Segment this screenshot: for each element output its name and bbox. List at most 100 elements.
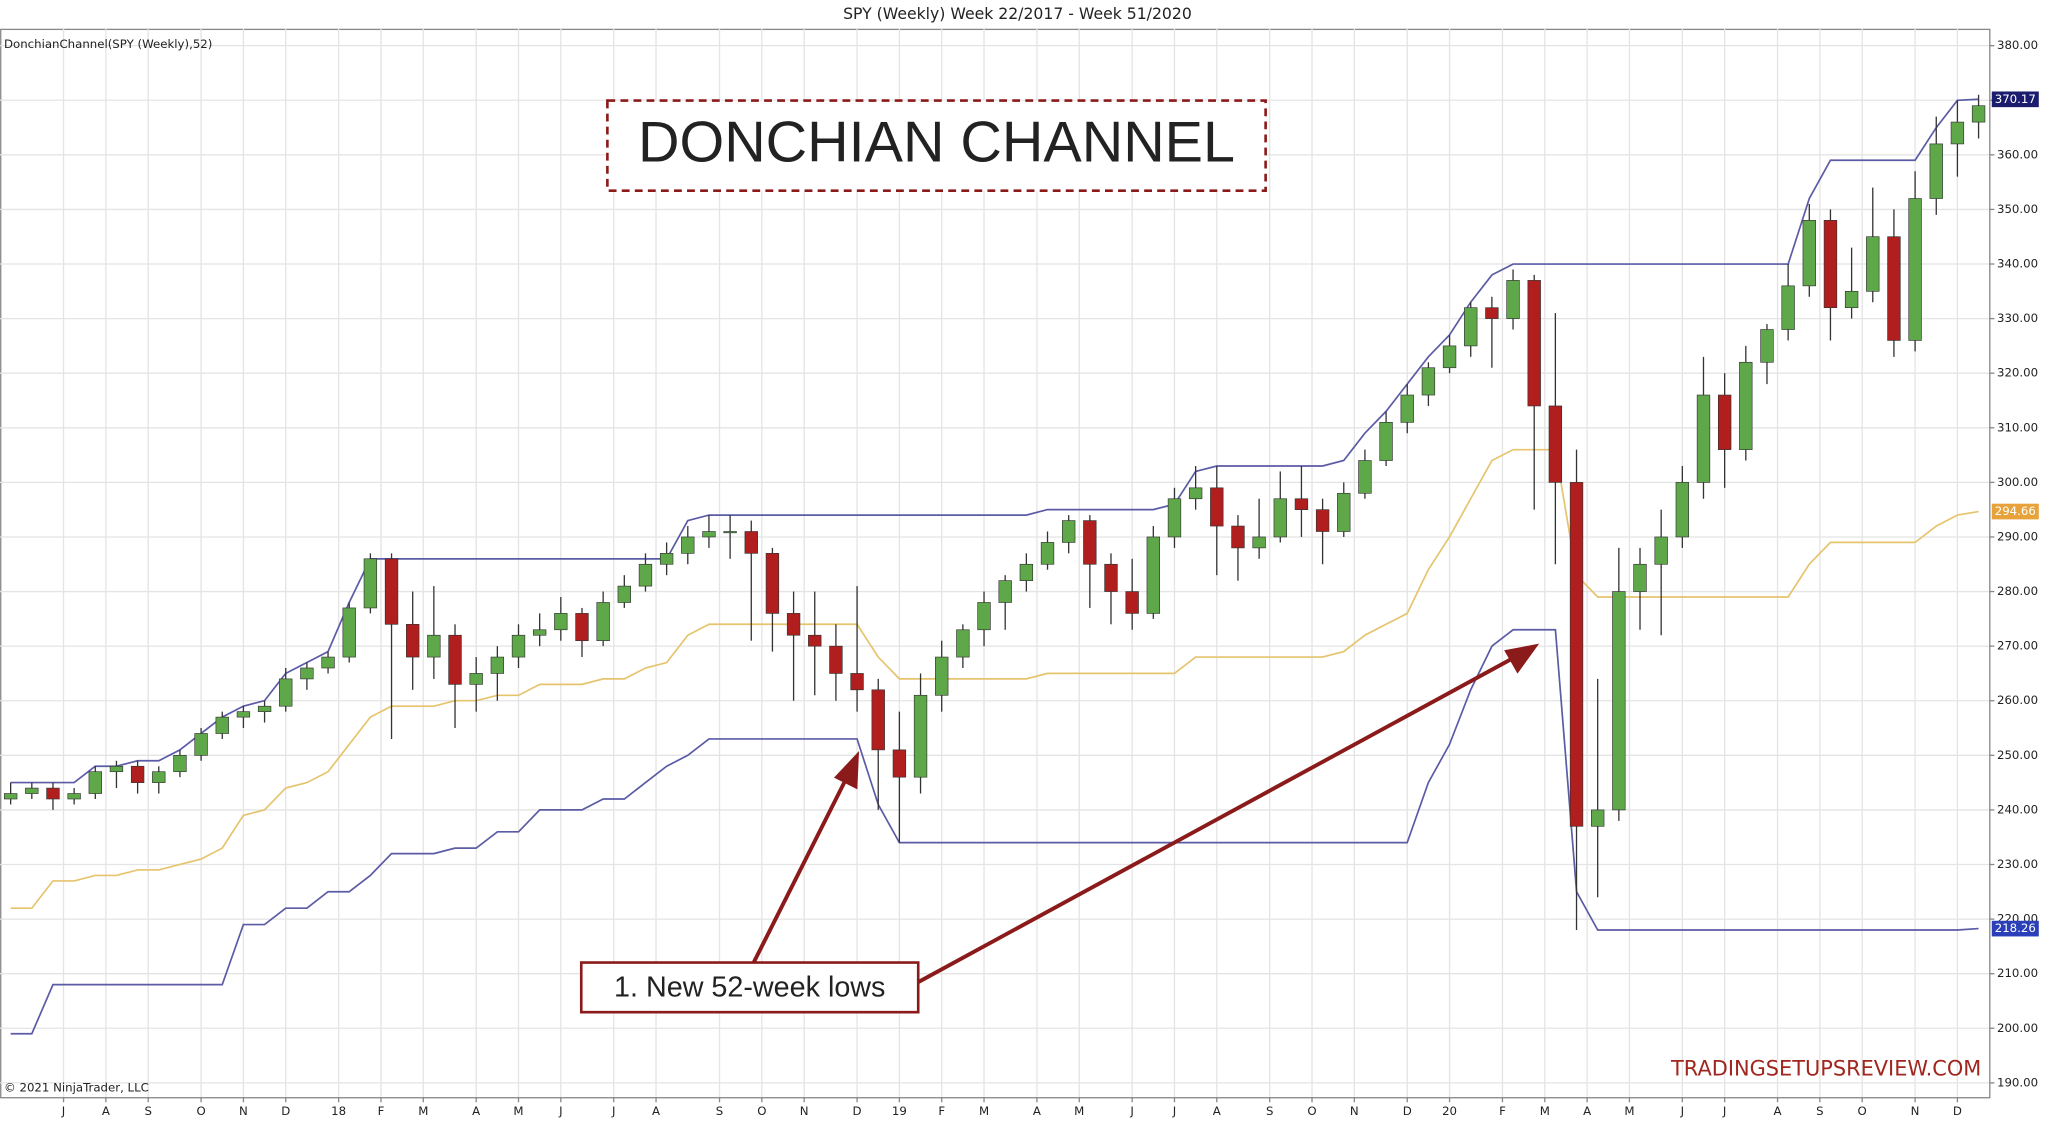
candle-body <box>1421 367 1436 396</box>
candle-body <box>406 623 420 658</box>
candle-body <box>765 553 780 614</box>
candle-body <box>511 634 526 658</box>
x-tick-label: S <box>1816 1104 1823 1118</box>
candle-body <box>1717 394 1732 450</box>
x-tick-label: N <box>1350 1104 1359 1118</box>
y-tick-label: 360.00 <box>1997 147 2038 161</box>
x-tick-label: O <box>757 1104 766 1118</box>
candle-body <box>25 787 39 794</box>
note-box <box>579 961 920 1014</box>
candle-body <box>935 656 949 696</box>
candle-body <box>109 765 124 773</box>
candle-body <box>1252 536 1266 549</box>
candle-body <box>1273 498 1287 538</box>
candle-body <box>1548 405 1563 483</box>
x-tick-label: F <box>1499 1104 1506 1118</box>
candle-body <box>1866 236 1880 292</box>
y-tick-label: 210.00 <box>1997 966 2038 980</box>
candle-body <box>384 558 399 625</box>
marks <box>3 94 1986 1035</box>
x-tick-label: J <box>61 1104 65 1118</box>
candle-body <box>1675 482 1690 538</box>
x-tick-label: D <box>281 1104 290 1118</box>
x-tick-label: D <box>1953 1104 1962 1118</box>
candle-body <box>1696 394 1711 483</box>
y-tick-label: 200.00 <box>1997 1021 2038 1035</box>
x-tick-label: M <box>1074 1104 1084 1118</box>
candle-body <box>1104 563 1118 592</box>
candle-body <box>681 536 695 554</box>
candle-body <box>850 673 864 691</box>
x-tick-label: O <box>1858 1104 1867 1118</box>
y-tick-label: 250.00 <box>1997 748 2038 762</box>
candle-body <box>469 673 483 685</box>
y-tick-label: 270.00 <box>1997 639 2038 653</box>
value-tag <box>1991 503 2039 520</box>
x-tick-label: N <box>239 1104 248 1118</box>
x-tick-label: D <box>853 1104 862 1118</box>
candle-body <box>575 613 589 642</box>
candle-body <box>1781 285 1795 330</box>
candle-body <box>1125 591 1139 614</box>
x-tick-label: A <box>1213 1104 1221 1118</box>
candle-body <box>1083 520 1097 565</box>
candle-body <box>1654 536 1668 565</box>
candle-body <box>1591 809 1605 827</box>
channel-line <box>10 448 1979 910</box>
x-tick-label: M <box>418 1104 428 1118</box>
y-tick-label: 350.00 <box>1997 202 2038 216</box>
x-tick-label: M <box>979 1104 989 1118</box>
candle-body <box>1929 143 1943 199</box>
candle-body <box>130 765 145 783</box>
candle-body <box>173 755 187 773</box>
candle-body <box>1062 520 1076 543</box>
candle-body <box>1188 487 1203 500</box>
y-tick-label: 230.00 <box>1997 857 2038 871</box>
x-tick-label: 20 <box>1442 1104 1457 1118</box>
value-tag-label: 218.26 <box>1995 921 2036 935</box>
candle-body <box>1823 220 1838 309</box>
x-tick-label: A <box>652 1104 660 1118</box>
candle-body <box>829 645 843 674</box>
candle-body <box>913 694 928 778</box>
x-tick-label: O <box>196 1104 205 1118</box>
y-tick-label: 260.00 <box>1997 693 2038 707</box>
candle-body <box>1167 498 1182 538</box>
headline: DONCHIAN CHANNEL <box>638 110 1235 174</box>
candle-body <box>1887 236 1901 341</box>
candle-body <box>342 607 356 658</box>
candle-body <box>46 787 60 800</box>
x-tick-label: F <box>378 1104 385 1118</box>
y-tick-label: 330.00 <box>1997 311 2038 325</box>
candle-body <box>152 771 166 783</box>
arrow-head <box>834 750 860 790</box>
candle-body <box>617 585 631 603</box>
candle-body <box>1019 563 1034 581</box>
headline-box <box>606 99 1267 192</box>
candle-body <box>363 558 378 609</box>
note: 1. New 52-week lows <box>614 971 885 1003</box>
x-tick-label: M <box>513 1104 523 1118</box>
x-tick-label: N <box>800 1104 809 1118</box>
candle-body <box>1210 487 1224 527</box>
x-tick-label: J <box>558 1104 562 1118</box>
y-tick-label: 300.00 <box>1997 475 2038 489</box>
candle-body <box>1802 220 1816 287</box>
candle-body <box>786 613 801 636</box>
candle-body <box>321 656 335 669</box>
x-tick-label: D <box>1403 1104 1412 1118</box>
x-tick-label: O <box>1307 1104 1316 1118</box>
candle-body <box>554 613 568 631</box>
candle-body <box>1231 525 1245 549</box>
candle-body <box>236 711 251 718</box>
candle-body <box>1400 394 1414 423</box>
x-tick-label: F <box>938 1104 945 1118</box>
candle-body <box>1379 422 1393 461</box>
x-tick-label: S <box>1266 1104 1273 1118</box>
watermark: TRADINGSETUPSREVIEW.COM <box>1670 1057 1981 1081</box>
candle-body <box>871 689 885 751</box>
arrow-head <box>1504 643 1540 674</box>
x-tick-label: S <box>716 1104 723 1118</box>
candle-body <box>638 563 653 587</box>
candle-body <box>1760 329 1774 363</box>
